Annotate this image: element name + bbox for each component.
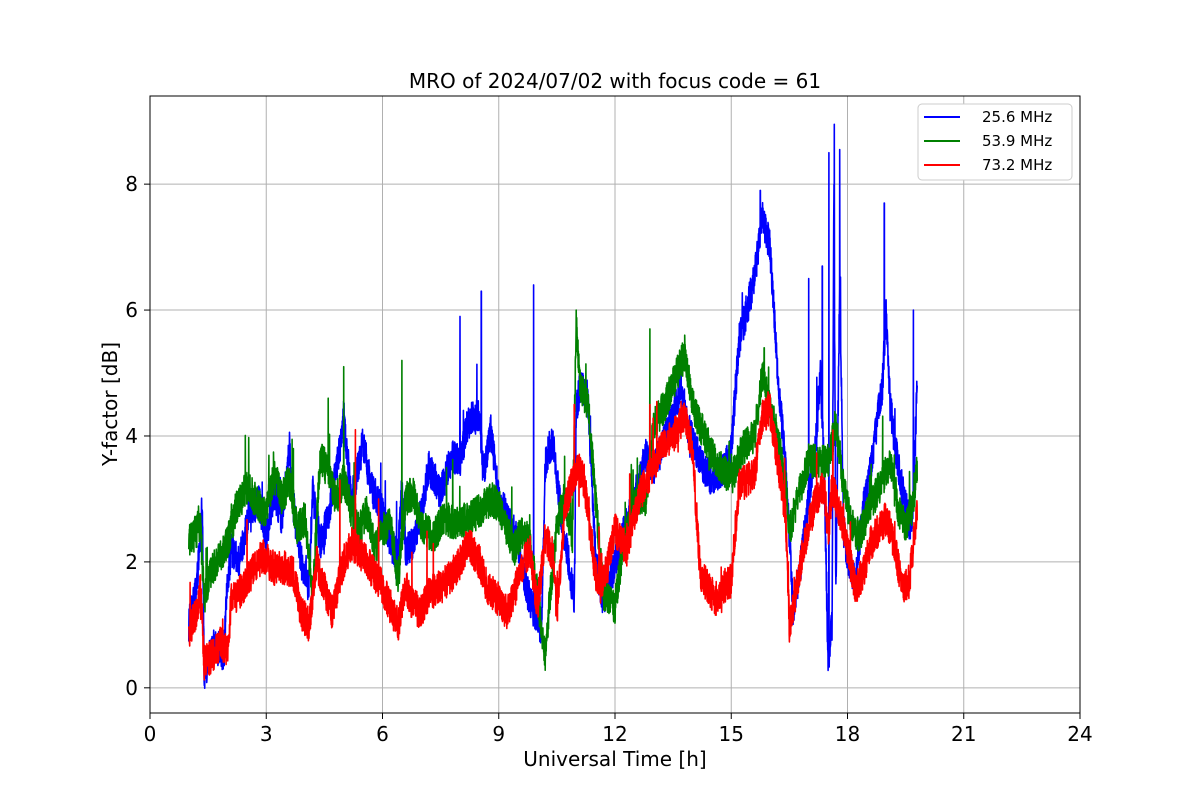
x-tick-label: 9 (492, 722, 505, 746)
legend: 25.6 MHz 53.9 MHz 73.2 MHz (917, 103, 1073, 181)
series-group (188, 123, 919, 690)
y-tick-label: 2 (125, 550, 138, 574)
legend-label-3: 73.2 MHz (982, 156, 1052, 174)
legend-label-2: 53.9 MHz (982, 132, 1052, 150)
legend-label-1: 25.6 MHz (982, 108, 1052, 126)
legend-box (917, 103, 1073, 181)
y-axis-label: Y-factor [dB] (98, 342, 122, 467)
x-tick-label: 3 (260, 722, 273, 746)
x-tick-label: 21 (951, 722, 976, 746)
x-tick-label: 18 (835, 722, 860, 746)
x-tick-label: 12 (602, 722, 627, 746)
x-tick-label: 15 (719, 722, 744, 746)
y-axis-ticks: 0 2 4 6 8 (125, 172, 150, 700)
x-tick-label: 0 (144, 722, 157, 746)
x-axis-ticks: 0 3 6 9 12 15 18 21 24 (144, 713, 1093, 746)
series-line-2 (188, 309, 919, 672)
y-tick-label: 6 (125, 298, 138, 322)
x-axis-label: Universal Time [h] (523, 747, 706, 771)
x-tick-label: 6 (376, 722, 389, 746)
y-tick-label: 0 (125, 676, 138, 700)
chart-title: MRO of 2024/07/02 with focus code = 61 (409, 69, 821, 93)
series-line-3 (188, 391, 918, 681)
y-tick-label: 4 (125, 424, 138, 448)
y-tick-label: 8 (125, 172, 138, 196)
x-tick-label: 24 (1067, 722, 1092, 746)
